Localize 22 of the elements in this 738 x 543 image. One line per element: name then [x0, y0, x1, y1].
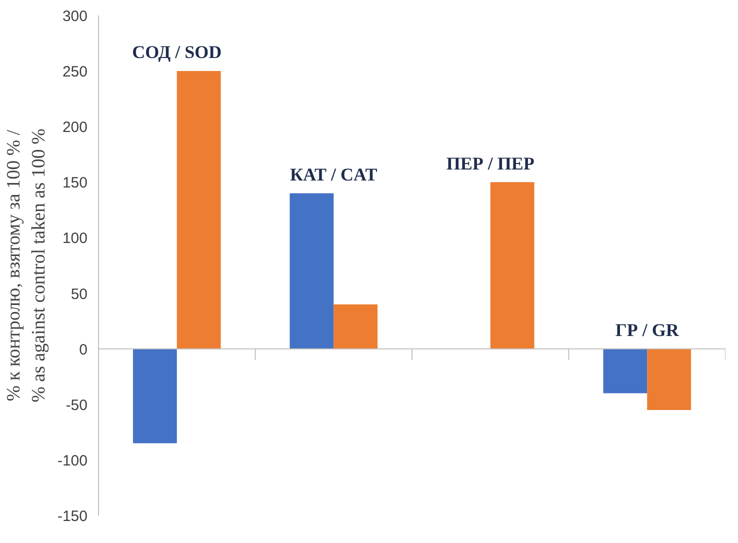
y-axis-title: % к контролю, взятому за 100 % / % as against control taken as 100 %: [3, 128, 50, 402]
y-tick-label: 200: [62, 119, 88, 136]
bar: [603, 348, 648, 394]
x-tick-label: ПЕР / ПЕР: [446, 153, 534, 174]
x-tick-label: КАТ / CAT: [290, 164, 378, 184]
bar: [132, 348, 177, 444]
y-tick-label: -150: [57, 508, 88, 525]
y-tick-label: 0: [79, 341, 88, 358]
bar: [334, 304, 378, 349]
bar: [290, 193, 334, 349]
y-tick-label: 250: [62, 64, 88, 81]
y-tick-label: 50: [70, 286, 88, 303]
bar: [647, 348, 692, 410]
y-tick-label: -100: [57, 452, 88, 470]
x-tick-label: ГР / GR: [615, 320, 680, 340]
y-tick-label: 150: [62, 174, 88, 192]
y-tick-label: 100: [62, 230, 88, 248]
bar: [490, 182, 534, 349]
y-tick-label: -50: [66, 396, 88, 414]
x-tick-label: СОД / SOD: [132, 42, 222, 62]
y-tick-label: 300: [62, 8, 88, 25]
bar: [176, 71, 221, 349]
